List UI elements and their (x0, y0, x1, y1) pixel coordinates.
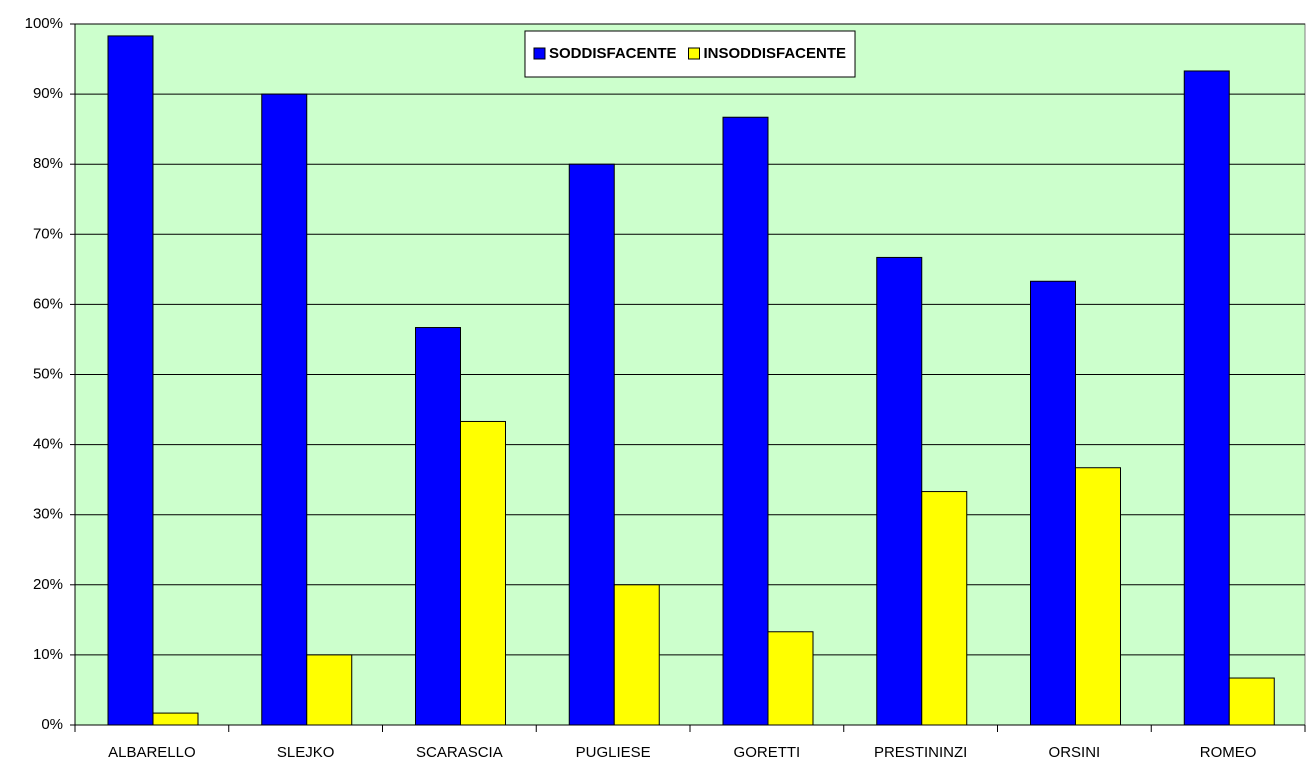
y-tick-label: 30% (33, 506, 63, 523)
y-tick-label: 40% (33, 436, 63, 453)
bar (613, 584, 660, 726)
x-tick-label: ROMEO (1200, 744, 1257, 760)
bar (767, 631, 814, 726)
legend: SODDISFACENTE INSODDISFACENTE (524, 30, 856, 78)
y-tick-label: 10% (33, 646, 63, 663)
x-tick-label: SLEJKO (277, 744, 335, 760)
bar (460, 420, 506, 726)
x-tick-label: SCARASCIA (416, 744, 503, 760)
x-tick-label: GORETTI (734, 744, 801, 760)
y-tick-label: 80% (33, 155, 63, 172)
bar (568, 163, 615, 726)
legend-swatch (533, 47, 546, 60)
bar (415, 327, 461, 726)
bar (1030, 280, 1076, 726)
bar (261, 93, 308, 726)
x-tick-label: PRESTININZI (874, 744, 967, 760)
legend-text: INSODDISFACENTE (704, 45, 847, 62)
legend-swatch (688, 47, 700, 60)
bar (722, 116, 769, 726)
y-tick-label: 100% (25, 15, 63, 32)
x-tick-label: ORSINI (1049, 744, 1101, 760)
bar (921, 491, 968, 726)
y-tick-label: 60% (33, 295, 63, 312)
y-tick-label: 50% (33, 365, 63, 382)
bar (306, 654, 353, 726)
x-tick-label: ALBARELLO (108, 744, 196, 760)
bar (1075, 467, 1121, 726)
x-tick-label: PUGLIESE (576, 744, 651, 760)
bar (107, 35, 154, 726)
bar (876, 256, 923, 726)
bar (1228, 677, 1275, 726)
y-tick-label: 0% (41, 716, 63, 733)
bar (1183, 70, 1230, 726)
bar (152, 712, 199, 726)
legend-text: SODDISFACENTE (549, 45, 677, 62)
y-tick-label: 70% (33, 225, 63, 242)
y-tick-label: 20% (33, 576, 63, 593)
y-tick-label: 90% (33, 85, 63, 102)
